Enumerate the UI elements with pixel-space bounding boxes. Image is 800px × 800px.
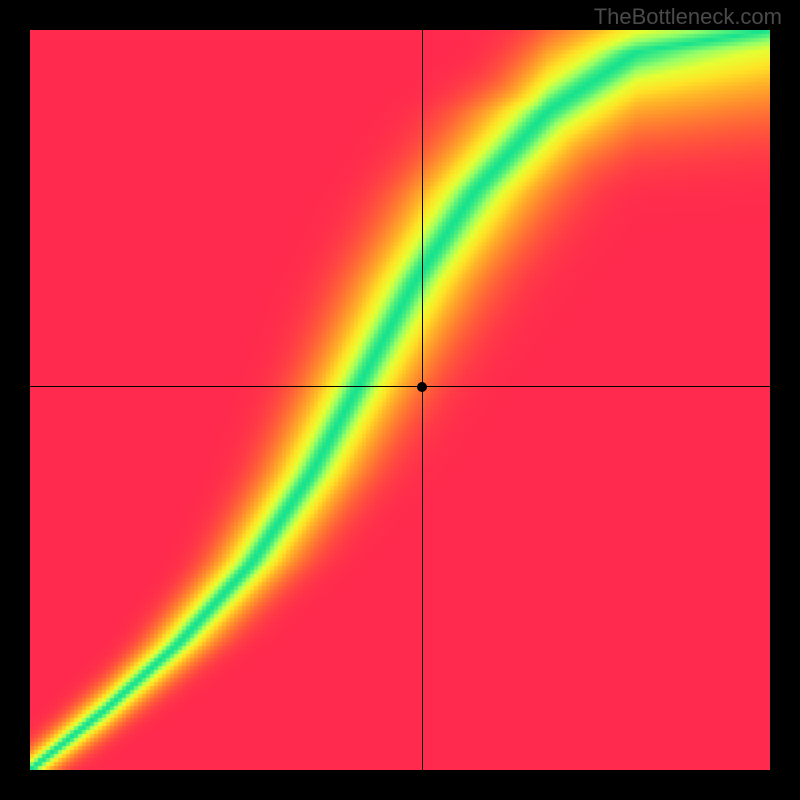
crosshair-horizontal [30,386,770,387]
watermark-text: TheBottleneck.com [594,4,782,30]
heatmap-canvas [30,30,770,770]
plot-area [30,30,770,770]
crosshair-vertical [422,30,423,770]
crosshair-marker [417,382,427,392]
